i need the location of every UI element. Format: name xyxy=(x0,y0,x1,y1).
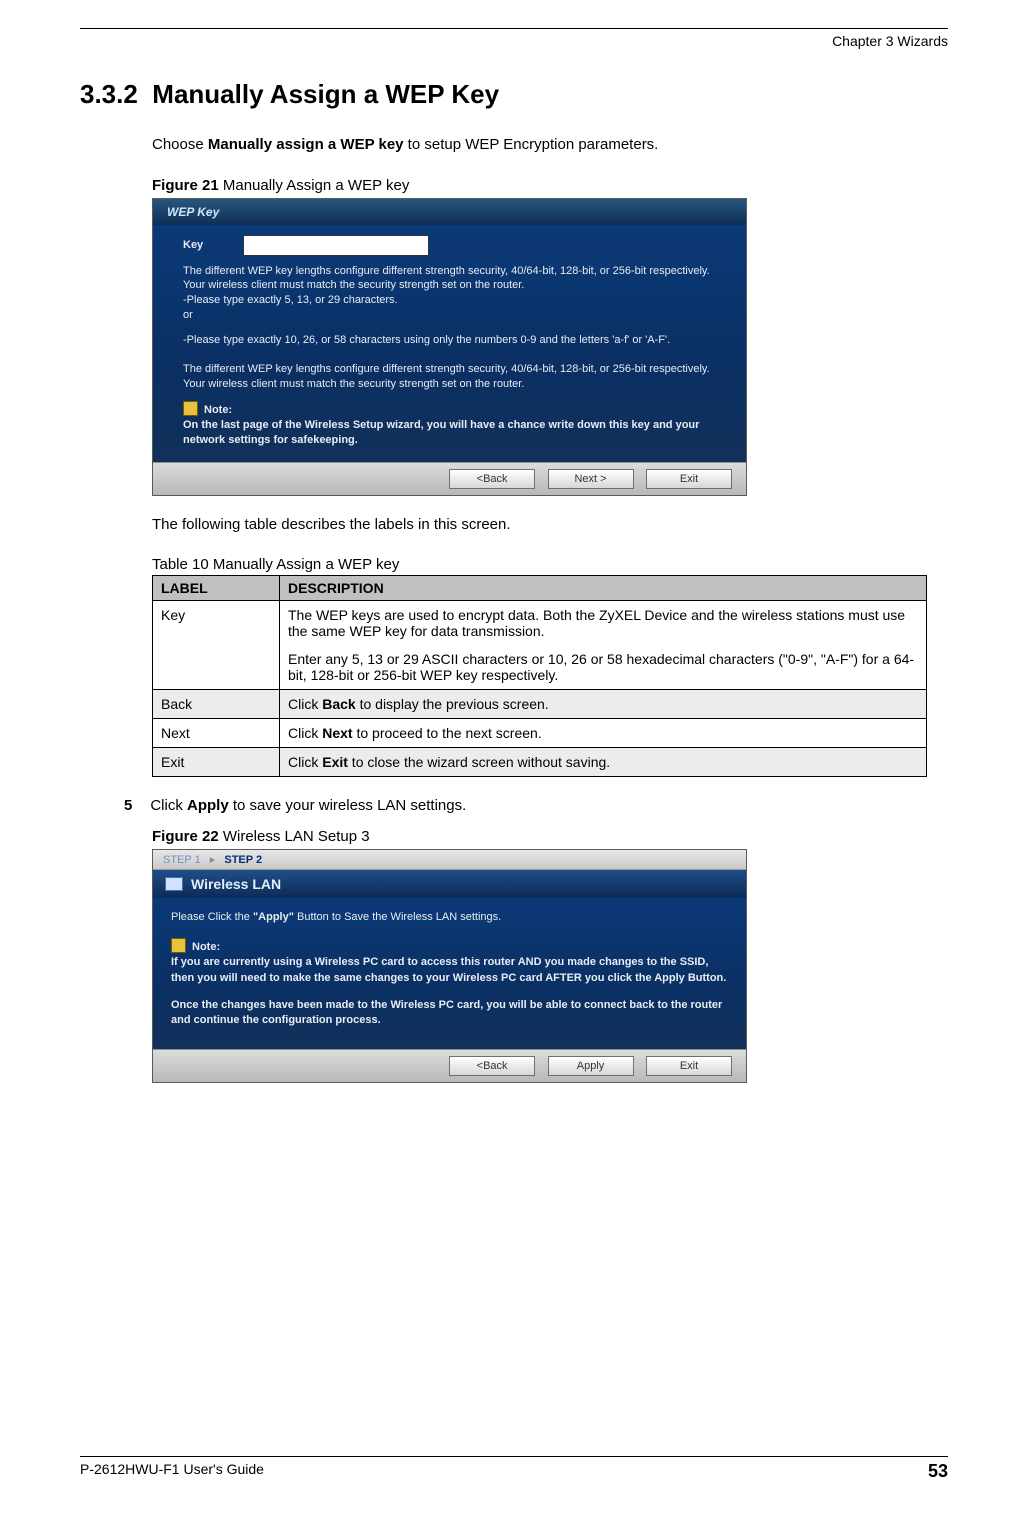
cell-desc: The WEP keys are used to encrypt data. B… xyxy=(280,601,927,690)
back-button[interactable]: <Back xyxy=(449,1056,535,1076)
wep-help-1: The different WEP key lengths configure … xyxy=(183,264,730,294)
table-row: Exit Click Exit to close the wizard scre… xyxy=(153,748,927,777)
cell-label: Exit xyxy=(153,748,280,777)
th-desc: DESCRIPTION xyxy=(280,576,927,601)
note-body: On the last page of the Wireless Setup w… xyxy=(183,418,730,448)
table10: LABEL DESCRIPTION Key The WEP keys are u… xyxy=(152,575,927,777)
fig22-note-p2: Once the changes have been made to the W… xyxy=(171,998,728,1029)
wep-help-4: The different WEP key lengths configure … xyxy=(183,362,730,392)
table10-caption: Table 10 Manually Assign a WEP key xyxy=(152,556,948,573)
cell-desc: Click Exit to close the wizard screen wi… xyxy=(280,748,927,777)
intro-post: to setup WEP Encryption parameters. xyxy=(404,136,659,153)
page-footer: P-2612HWU-F1 User's Guide 53 xyxy=(80,1456,948,1482)
cell-label: Back xyxy=(153,690,280,719)
next-button[interactable]: Next > xyxy=(548,469,634,489)
fig22-line1: Please Click the "Apply" Button to Save … xyxy=(171,910,728,925)
figure22-caption: Figure 22 Wireless LAN Setup 3 xyxy=(152,828,948,845)
exit-button[interactable]: Exit xyxy=(646,1056,732,1076)
section-number: 3.3.2 xyxy=(80,79,138,109)
note-icon xyxy=(183,401,198,416)
cell-label: Key xyxy=(153,601,280,690)
step-arrow-icon: ▸ xyxy=(210,854,216,866)
wizard-steps: STEP 1 ▸ STEP 2 xyxy=(153,850,746,870)
wep-help-2: -Please type exactly 5, 13, or 29 charac… xyxy=(183,293,730,308)
footer-guide: P-2612HWU-F1 User's Guide xyxy=(80,1461,264,1482)
wep-help-or: or xyxy=(183,308,730,323)
wireless-lan-title: Wireless LAN xyxy=(153,870,746,898)
table-row: Back Click Back to display the previous … xyxy=(153,690,927,719)
figure21-buttonbar: <Back Next > Exit xyxy=(153,462,746,495)
note-title: Note: xyxy=(204,404,232,416)
figure22-buttonbar: <Back Apply Exit xyxy=(153,1049,746,1082)
page-number: 53 xyxy=(928,1461,948,1482)
fig22-note-p1: If you are currently using a Wireless PC… xyxy=(171,955,728,986)
step-number: 5 xyxy=(124,797,132,814)
step1-label: STEP 1 xyxy=(163,854,201,866)
chapter-label: Chapter 3 Wizards xyxy=(80,33,948,49)
exit-button[interactable]: Exit xyxy=(646,469,732,489)
table10-caption-num: Table 10 xyxy=(152,556,209,573)
figure21-caption: Figure 21 Manually Assign a WEP key xyxy=(152,177,948,194)
wep-help-3: -Please type exactly 10, 26, or 58 chara… xyxy=(183,333,730,348)
figure22-screenshot: STEP 1 ▸ STEP 2 Wireless LAN Please Clic… xyxy=(152,849,747,1082)
cell-desc: Click Back to display the previous scree… xyxy=(280,690,927,719)
figure22-caption-num: Figure 22 xyxy=(152,828,219,845)
table10-caption-text: Manually Assign a WEP key xyxy=(209,556,400,573)
step-text: Click Apply to save your wireless LAN se… xyxy=(150,797,466,814)
section-title: Manually Assign a WEP Key xyxy=(152,79,499,109)
key-desc-2: Enter any 5, 13 or 29 ASCII characters o… xyxy=(288,651,918,683)
wepkey-panel-header: WEP Key xyxy=(153,199,746,225)
figure21-caption-num: Figure 21 xyxy=(152,177,219,194)
intro-bold: Manually assign a WEP key xyxy=(208,136,404,153)
key-label: Key xyxy=(183,238,203,253)
table-row: Next Click Next to proceed to the next s… xyxy=(153,719,927,748)
figure21-screenshot: WEP Key Key The different WEP key length… xyxy=(152,198,747,496)
fig22-note-title: Note: xyxy=(192,941,220,953)
back-button[interactable]: <Back xyxy=(449,469,535,489)
cell-label: Next xyxy=(153,719,280,748)
figure22-caption-text: Wireless LAN Setup 3 xyxy=(219,828,370,845)
step-5: 5 Click Apply to save your wireless LAN … xyxy=(124,797,948,814)
figure21-caption-text: Manually Assign a WEP key xyxy=(219,177,410,194)
apply-button[interactable]: Apply xyxy=(548,1056,634,1076)
folder-icon xyxy=(165,877,183,891)
section-heading: 3.3.2 Manually Assign a WEP Key xyxy=(80,79,948,110)
wireless-lan-title-text: Wireless LAN xyxy=(191,876,281,892)
th-label: LABEL xyxy=(153,576,280,601)
note-icon xyxy=(171,938,186,953)
table-intro: The following table describes the labels… xyxy=(152,514,948,537)
intro-pre: Choose xyxy=(152,136,208,153)
intro-paragraph: Choose Manually assign a WEP key to setu… xyxy=(152,134,948,157)
table-row: Key The WEP keys are used to encrypt dat… xyxy=(153,601,927,690)
cell-desc: Click Next to proceed to the next screen… xyxy=(280,719,927,748)
key-input[interactable] xyxy=(243,235,429,256)
key-desc-1: The WEP keys are used to encrypt data. B… xyxy=(288,607,918,639)
step2-label: STEP 2 xyxy=(224,854,262,866)
